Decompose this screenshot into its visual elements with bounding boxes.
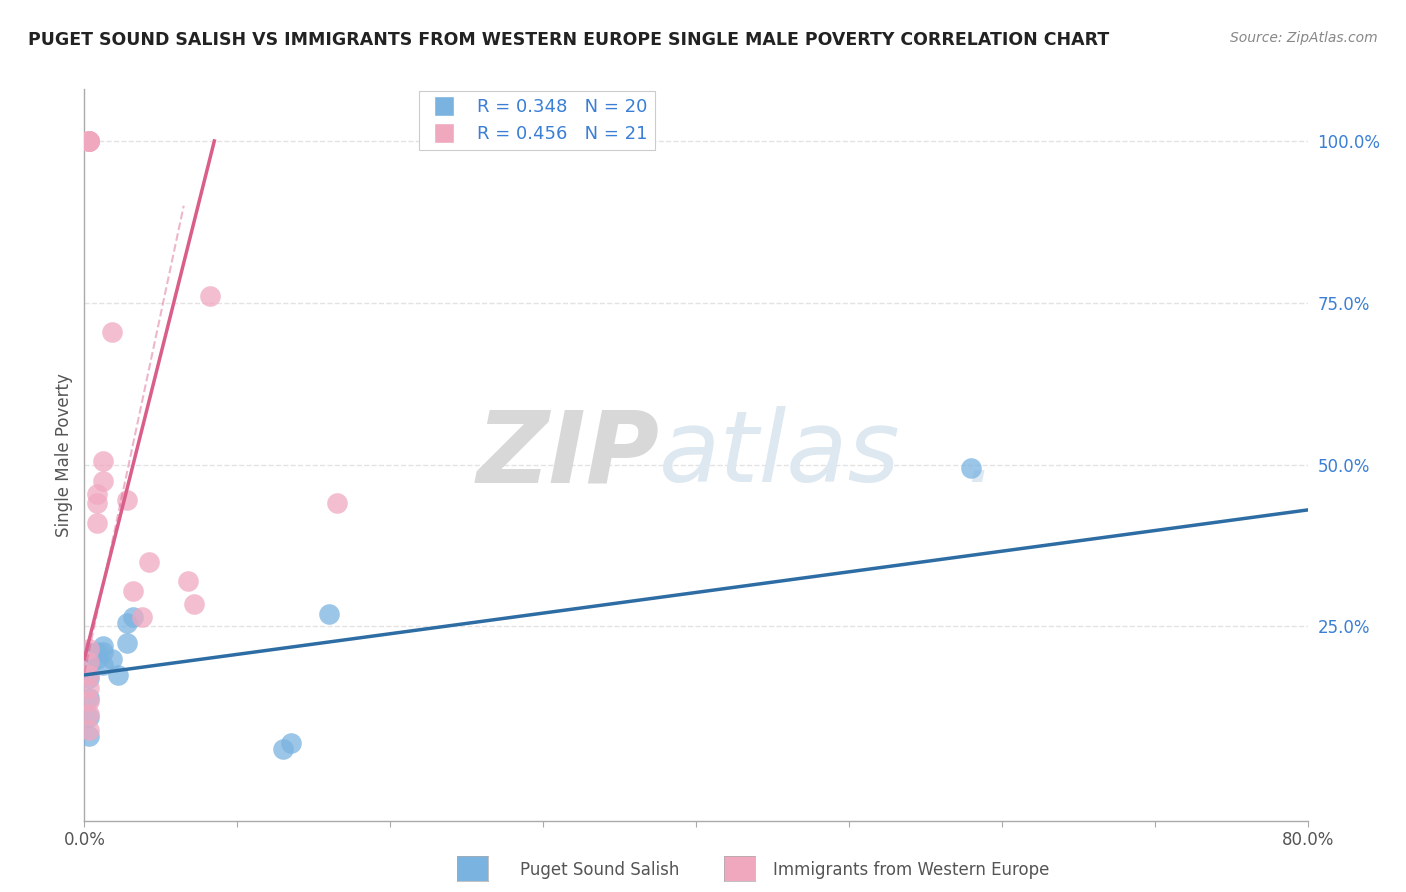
Point xyxy=(77,134,100,148)
Text: PUGET SOUND SALISH VS IMMIGRANTS FROM WESTERN EUROPE SINGLE MALE POVERTY CORRELA: PUGET SOUND SALISH VS IMMIGRANTS FROM WE… xyxy=(28,31,1109,49)
Text: Source: ZipAtlas.com: Source: ZipAtlas.com xyxy=(1230,31,1378,45)
Point xyxy=(77,658,100,673)
Text: .: . xyxy=(965,407,997,503)
Point xyxy=(91,454,114,468)
Point xyxy=(77,694,100,708)
Point xyxy=(77,706,100,721)
Point xyxy=(77,730,100,744)
Point xyxy=(271,742,294,756)
Text: Puget Sound Salish: Puget Sound Salish xyxy=(520,861,679,879)
Point xyxy=(325,496,347,510)
Point xyxy=(318,607,340,621)
Point xyxy=(86,496,108,510)
Point xyxy=(115,493,138,508)
Text: atlas: atlas xyxy=(659,407,901,503)
Text: Immigrants from Western Europe: Immigrants from Western Europe xyxy=(773,861,1050,879)
Point xyxy=(91,658,114,673)
Point xyxy=(138,555,160,569)
Point xyxy=(122,583,145,598)
Point xyxy=(177,574,200,589)
Point xyxy=(77,668,100,682)
Point xyxy=(101,325,124,339)
Point xyxy=(183,597,205,611)
Point xyxy=(91,639,114,653)
Point xyxy=(86,652,108,666)
Point xyxy=(115,635,138,649)
Point xyxy=(91,474,114,488)
Point xyxy=(107,668,129,682)
Point xyxy=(77,134,100,148)
Point xyxy=(86,487,108,501)
Text: ZIP: ZIP xyxy=(477,407,659,503)
Point xyxy=(101,652,124,666)
Y-axis label: Single Male Poverty: Single Male Poverty xyxy=(55,373,73,537)
Point xyxy=(77,134,100,148)
Point xyxy=(198,289,221,303)
Point xyxy=(77,642,100,657)
Point xyxy=(77,671,100,685)
Point xyxy=(91,645,114,659)
Point xyxy=(77,681,100,695)
Point xyxy=(122,609,145,624)
Point xyxy=(77,690,100,705)
Point xyxy=(77,655,100,669)
Point xyxy=(86,516,108,530)
Point xyxy=(86,645,108,659)
Point xyxy=(77,710,100,724)
Point xyxy=(131,609,153,624)
Point xyxy=(77,134,100,148)
Point xyxy=(960,461,983,475)
Point xyxy=(77,134,100,148)
Legend: R = 0.348   N = 20, R = 0.456   N = 21: R = 0.348 N = 20, R = 0.456 N = 21 xyxy=(419,91,655,151)
Point xyxy=(115,616,138,631)
Point xyxy=(77,645,100,659)
Point xyxy=(77,723,100,737)
Point xyxy=(280,736,302,750)
